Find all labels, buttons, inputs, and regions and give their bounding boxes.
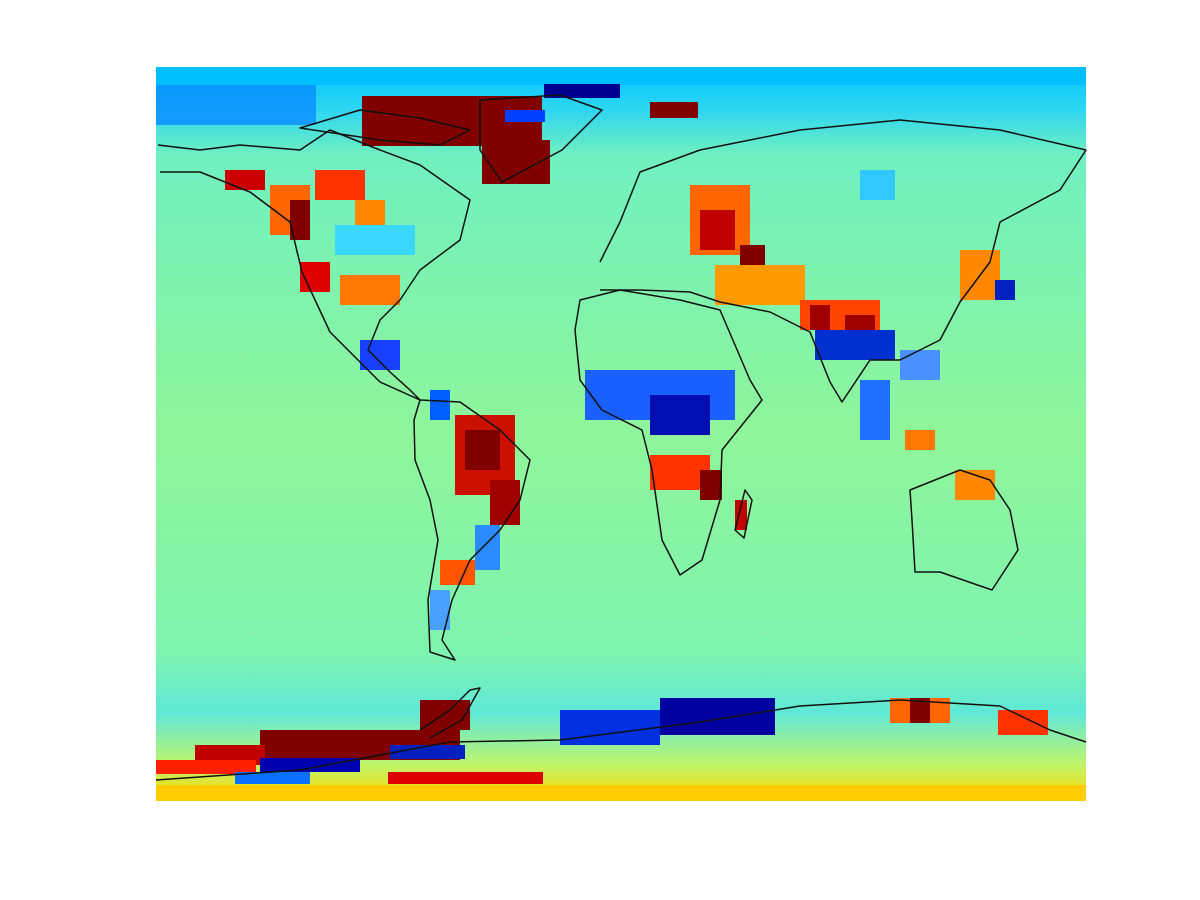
cell-block <box>905 430 935 450</box>
cell-block <box>156 760 256 774</box>
cell-block <box>156 85 316 125</box>
cell-block <box>490 480 520 525</box>
cell-block <box>860 380 890 440</box>
cell-block <box>544 84 620 98</box>
cell-block <box>315 170 365 200</box>
cell-block <box>900 350 940 380</box>
cell-block <box>810 305 830 330</box>
cell-block <box>650 102 698 118</box>
cell-block <box>998 710 1048 735</box>
coastlines <box>155 94 1087 781</box>
cell-block <box>845 315 875 330</box>
background-field <box>156 67 1086 801</box>
cell-block <box>430 590 450 630</box>
cell-block <box>560 710 660 745</box>
cell-block <box>290 200 310 240</box>
cell-block <box>335 225 415 255</box>
cell-block <box>156 67 1086 85</box>
cell-block <box>910 698 930 723</box>
coastline <box>599 119 1087 403</box>
coastline <box>299 109 471 146</box>
cell-block <box>465 430 500 470</box>
cell-block <box>735 500 747 530</box>
cell-block <box>715 265 805 305</box>
cell-block <box>650 395 710 435</box>
cell-block <box>388 772 543 784</box>
cell-block <box>860 170 895 200</box>
coastline <box>419 687 481 739</box>
coastline <box>479 94 603 183</box>
cell-block <box>156 785 1086 801</box>
cell-block <box>360 340 400 370</box>
cell-block <box>700 470 722 500</box>
coastline <box>157 129 531 661</box>
cell-block <box>815 330 895 360</box>
cell-block <box>505 110 545 122</box>
cell-block <box>225 170 265 190</box>
cell-block <box>235 772 310 784</box>
cell-block <box>440 560 475 585</box>
heatmap <box>156 67 1086 801</box>
cell-block <box>430 390 450 420</box>
cell-block <box>995 280 1015 300</box>
coastline <box>574 289 763 576</box>
cell-block <box>660 698 775 735</box>
coastline <box>734 489 753 539</box>
cell-block <box>700 210 735 250</box>
cell-block <box>475 525 500 570</box>
coastline <box>909 469 1019 591</box>
cell-block <box>260 758 360 772</box>
cell-block <box>390 745 465 759</box>
cell-block <box>340 275 400 305</box>
coastline <box>155 699 1087 781</box>
